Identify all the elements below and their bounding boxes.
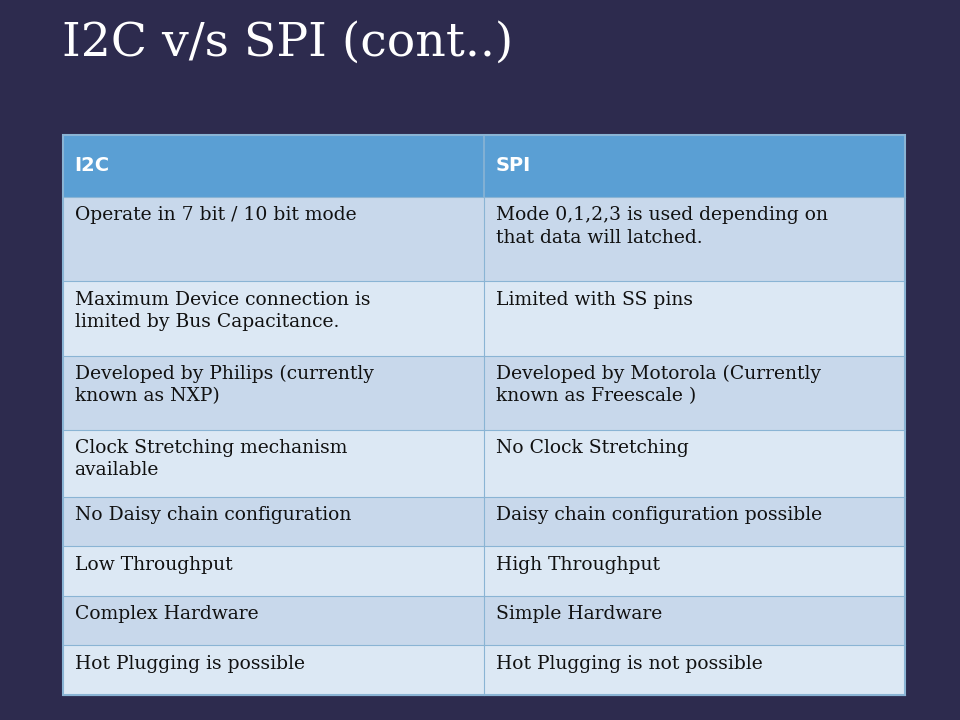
Bar xyxy=(63,596,484,645)
Text: I2C v/s SPI (cont..): I2C v/s SPI (cont..) xyxy=(62,20,514,66)
Bar xyxy=(63,546,484,596)
Text: Low Throughput: Low Throughput xyxy=(75,556,232,574)
Text: Developed by Philips (currently
known as NXP): Developed by Philips (currently known as… xyxy=(75,365,373,405)
Text: Clock Stretching mechanism
available: Clock Stretching mechanism available xyxy=(75,439,347,480)
Text: Operate in 7 bit / 10 bit mode: Operate in 7 bit / 10 bit mode xyxy=(75,207,356,225)
Text: Mode 0,1,2,3 is used depending on
that data will latched.: Mode 0,1,2,3 is used depending on that d… xyxy=(495,207,828,246)
Text: Hot Plugging is possible: Hot Plugging is possible xyxy=(75,654,304,672)
Text: No Clock Stretching: No Clock Stretching xyxy=(495,439,688,457)
Text: I2C: I2C xyxy=(75,156,109,176)
Text: Daisy chain configuration possible: Daisy chain configuration possible xyxy=(495,506,822,524)
Text: Developed by Motorola (Currently
known as Freescale ): Developed by Motorola (Currently known a… xyxy=(495,365,821,405)
Bar xyxy=(484,497,905,546)
Bar xyxy=(63,497,484,546)
Text: Limited with SS pins: Limited with SS pins xyxy=(495,291,692,309)
Bar xyxy=(63,135,905,197)
Text: High Throughput: High Throughput xyxy=(495,556,660,574)
Bar xyxy=(484,645,905,695)
Text: No Daisy chain configuration: No Daisy chain configuration xyxy=(75,506,351,524)
Text: SPI: SPI xyxy=(495,156,531,176)
Text: Hot Plugging is not possible: Hot Plugging is not possible xyxy=(495,654,762,672)
Bar xyxy=(484,546,905,596)
Bar xyxy=(484,596,905,645)
Text: Simple Hardware: Simple Hardware xyxy=(495,606,661,624)
Bar xyxy=(63,645,484,695)
Bar xyxy=(484,430,905,497)
Text: Maximum Device connection is
limited by Bus Capacitance.: Maximum Device connection is limited by … xyxy=(75,291,370,330)
Text: Complex Hardware: Complex Hardware xyxy=(75,606,258,624)
Bar xyxy=(63,430,484,497)
